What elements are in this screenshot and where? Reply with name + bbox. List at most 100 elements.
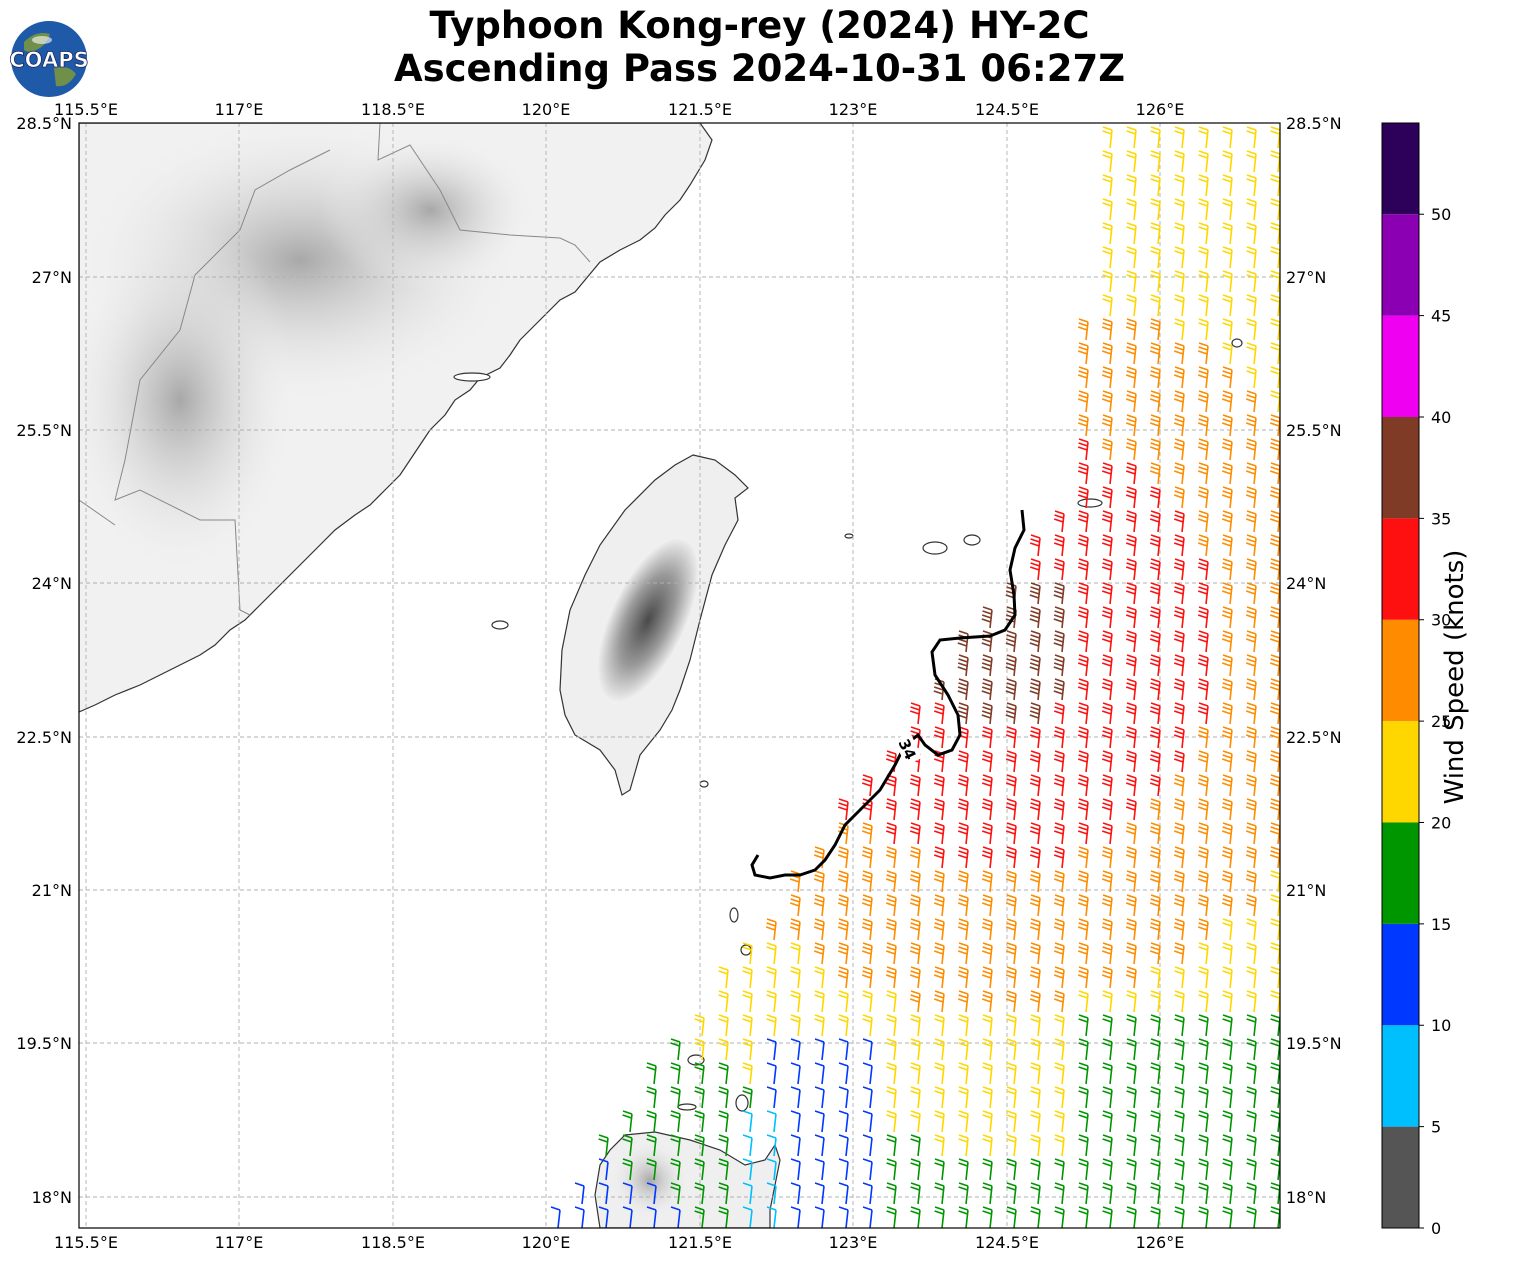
wind-barb: [1221, 774, 1233, 797]
wind-barb: [1102, 1206, 1113, 1228]
wind-barb: [1246, 1110, 1257, 1133]
wind-barb: [1077, 414, 1089, 437]
wind-barb: [1197, 654, 1209, 677]
province-border-2: [114, 149, 331, 616]
wind-barb: [1197, 342, 1209, 365]
wind-barb: [1269, 822, 1280, 845]
colorbar-tick-label: 50: [1431, 205, 1451, 224]
wind-barb: [1221, 582, 1233, 605]
wind-barb: [646, 1110, 657, 1133]
wind-barb: [1125, 870, 1137, 893]
wind-barb: [837, 894, 849, 917]
wind-barb: [1173, 414, 1185, 437]
wind-barb: [933, 726, 945, 749]
wind-barb: [1149, 942, 1161, 965]
wind-barb: [1053, 582, 1065, 605]
wind-barb: [1197, 630, 1209, 653]
wind-barb: [1005, 726, 1017, 749]
wind-barb: [1245, 390, 1257, 413]
wind-barb: [1149, 342, 1161, 365]
wind-barb: [862, 1206, 873, 1228]
wind-barb: [1126, 126, 1137, 149]
wind-barb: [1030, 1086, 1041, 1109]
wind-barb: [1125, 390, 1137, 413]
wind-barb: [1222, 1182, 1233, 1205]
wind-barb: [1101, 918, 1113, 941]
wind-barb: [861, 846, 873, 869]
title-line-2: Ascending Pass 2024-10-31 06:27Z: [393, 47, 1126, 90]
wind-barb: [838, 1182, 849, 1205]
wind-barb: [1269, 726, 1280, 749]
wind-barb: [766, 1158, 777, 1181]
wind-barb: [1174, 1086, 1185, 1109]
wind-barb: [982, 1038, 993, 1061]
wind-barb: [766, 1134, 777, 1157]
wind-barb: [886, 1158, 897, 1181]
wind-barb: [1173, 558, 1185, 581]
wind-barb: [909, 774, 921, 797]
wind-barb: [1053, 966, 1065, 989]
wind-barb: [1150, 222, 1161, 245]
wind-barb: [837, 798, 849, 821]
svg-text:27°N: 27°N: [1286, 268, 1326, 287]
wind-barb: [1005, 798, 1017, 821]
wind-barb: [1245, 750, 1257, 773]
colorbar-tick-label: 35: [1431, 509, 1451, 528]
wind-barb: [1029, 822, 1041, 845]
wind-barb: [718, 990, 729, 1013]
wind-barb: [598, 1182, 609, 1205]
wind-barb: [1198, 294, 1209, 317]
wind-barb: [909, 822, 921, 845]
wind-barb: [862, 1134, 873, 1157]
wind-barb: [1078, 1038, 1089, 1061]
svg-text:COAPS: COAPS: [10, 48, 88, 72]
wind-barb: [861, 870, 873, 893]
lon-tick-labels: 115.5°E 117°E 118.5°E 120°E 121.5°E 123°…: [54, 100, 1184, 1252]
svg-text:22.5°N: 22.5°N: [1286, 728, 1342, 747]
wind-barb: [1150, 126, 1161, 149]
colorbar-tick-label: 25: [1431, 712, 1451, 731]
wind-barb: [1126, 1086, 1137, 1109]
wind-barb: [957, 798, 969, 821]
wind-barb: [1149, 918, 1161, 941]
wind-barb: [1054, 1062, 1065, 1085]
wind-barb: [934, 1206, 945, 1228]
wind-barb: [1173, 510, 1185, 533]
wind-barb: [1245, 774, 1257, 797]
wind-barb: [670, 1086, 681, 1109]
wind-barb: [598, 1206, 609, 1228]
wind-barb: [1149, 486, 1161, 509]
wind-barb: [1102, 1014, 1113, 1037]
wind-barb: [1173, 726, 1185, 749]
wind-barb: [1078, 1158, 1089, 1181]
wind-barb: [670, 1206, 681, 1228]
wind-barb: [1102, 222, 1113, 245]
wind-barb: [1198, 1206, 1209, 1228]
wind-barb: [1126, 1158, 1137, 1181]
wind-barb: [1245, 822, 1257, 845]
wind-barb: [1053, 870, 1065, 893]
wind-barb: [814, 1182, 825, 1205]
colorbar-tick-label: 10: [1431, 1016, 1451, 1035]
wind-barb: [1101, 774, 1113, 797]
wind-barb: [1149, 438, 1161, 461]
svg-text:115.5°E: 115.5°E: [54, 100, 118, 119]
wind-barb: [1245, 462, 1257, 485]
wind-barb: [1125, 582, 1137, 605]
wind-barb: [1054, 1038, 1065, 1061]
wind-barb: [1197, 462, 1209, 485]
wind-barb: [909, 918, 921, 941]
wind-barb: [1125, 342, 1137, 365]
figure-title: Typhoon Kong-rey (2024) HY-2C Ascending …: [0, 4, 1519, 90]
wind-barb: [694, 1014, 705, 1037]
wind-barb: [1221, 702, 1233, 725]
wind-barb: [1126, 198, 1137, 221]
wind-barb: [1150, 270, 1161, 293]
wind-barb: [1245, 894, 1257, 917]
wind-barb: [1029, 774, 1041, 797]
wind-barb: [934, 1038, 945, 1061]
wind-barb: [1077, 438, 1089, 461]
wind-barb: [1102, 126, 1113, 149]
colorbar-band: [1382, 822, 1419, 924]
wind-barb: [742, 1134, 753, 1157]
